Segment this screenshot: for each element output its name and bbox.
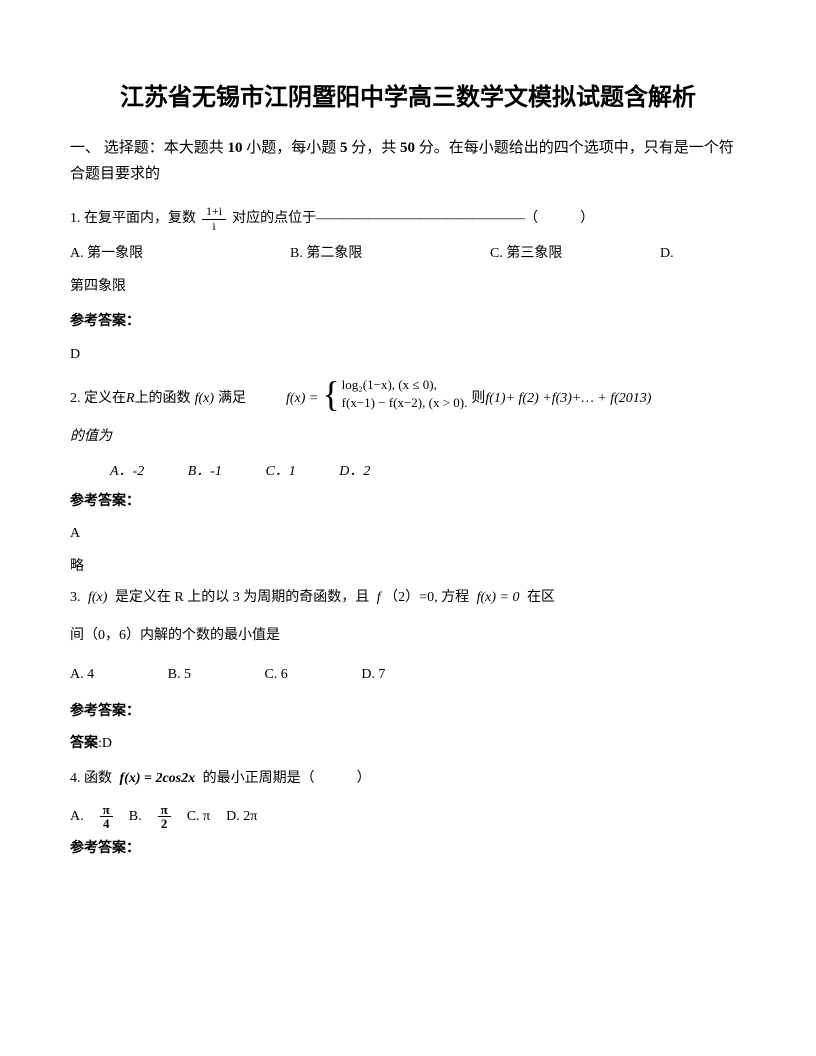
q1-opt-a: A. 第一象限 xyxy=(70,243,290,265)
q3-fx: f(x) xyxy=(88,590,107,605)
q1-opt-c: C. 第三象限 xyxy=(490,243,660,265)
q2-note: 略 xyxy=(70,556,746,578)
q2-options: A．-2 B．-1 C．1 D．2 xyxy=(110,461,746,483)
q3-options: A. 4 B. 5 C. 6 D. 7 xyxy=(70,664,746,686)
q1-frac-den: i xyxy=(208,220,219,233)
q1-mid: 对应的点位于 xyxy=(232,205,316,233)
q4-a-den: 4 xyxy=(100,817,113,830)
q-points: 5 xyxy=(340,140,348,156)
q4-suffix: 的最小正周期是（ ） xyxy=(203,771,371,786)
q2-mid2: 满足 xyxy=(218,385,246,413)
q3-answer-prefix: 答案 xyxy=(70,736,98,751)
q2-opt-c: C．1 xyxy=(265,464,295,479)
q4-a-num: π xyxy=(100,803,113,817)
q4-opt-b-pre: B. xyxy=(129,806,142,828)
q4-formula: f(x) = 2cos2x xyxy=(120,771,196,786)
q3-mid1: 是定义在 R 上的以 3 为周期的奇函数，且 xyxy=(115,590,369,605)
q3-mid2: （2）=0, 方程 xyxy=(384,590,469,605)
q1-answer-label: 参考答案： xyxy=(70,311,746,333)
q1-fraction: 1+i i xyxy=(202,205,226,232)
q2-sum: f(1)+ f(2) +f(3)+… + f(2013) xyxy=(485,385,651,413)
q2-answer-label: 参考答案： xyxy=(70,491,746,513)
q1-opt-b: B. 第二象限 xyxy=(290,243,490,265)
q1-dashes: ———————————————— xyxy=(316,205,524,233)
q2-fx: f(x) xyxy=(195,385,214,413)
q1-answer: D xyxy=(70,344,746,366)
q4-answer-label: 参考答案： xyxy=(70,838,746,860)
q2-tail2-line: 的值为 xyxy=(70,423,746,451)
q4-b-num: π xyxy=(158,803,171,817)
q1-options: A. 第一象限 B. 第二象限 C. 第三象限 D. xyxy=(70,243,746,265)
q2-piece1: log₂(1−x), (x ≤ 0), xyxy=(342,376,468,394)
q2-R: R xyxy=(126,385,135,413)
q-count: 10 xyxy=(228,140,243,156)
q3-line2: 间（0，6）内解的个数的最小值是 xyxy=(70,622,746,650)
q3-answer-label: 参考答案： xyxy=(70,701,746,723)
q4-opt-a-pre: A. xyxy=(70,806,84,828)
page-title: 江苏省无锡市江阴暨阳中学高三数学文模拟试题含解析 xyxy=(70,80,746,116)
q4-opt-c: C. π xyxy=(187,806,210,828)
q3-opt-d: D. 7 xyxy=(361,664,385,686)
q1-prefix: 1. 在复平面内，复数 xyxy=(70,205,196,233)
section-mid1: 小题，每小题 xyxy=(243,140,341,156)
q3-opt-b: B. 5 xyxy=(168,664,191,686)
question-1: 1. 在复平面内，复数 1+i i 对应的点位于 ———————————————… xyxy=(70,205,746,233)
section-prefix: 一、 选择题：本大题共 xyxy=(70,140,228,156)
q3-prefix: 3. xyxy=(70,590,84,605)
q2-opt-d: D．2 xyxy=(339,464,370,479)
q2-opt-b: B．-1 xyxy=(188,464,222,479)
section-header: 一、 选择题：本大题共 10 小题，每小题 5 分，共 50 分。在每小题给出的… xyxy=(70,136,746,187)
brace-icon: { xyxy=(322,378,339,410)
q1-opt-d: D. xyxy=(660,243,674,265)
q2-piece2: f(x−1) − f(x−2), (x > 0). xyxy=(342,394,468,412)
q3-eq: f(x) = 0 xyxy=(477,590,520,605)
q4-prefix: 4. 函数 xyxy=(70,771,112,786)
q4-opt-d: D. 2π xyxy=(226,806,257,828)
q4-options: A. π 4 B. π 2 C. π D. 2π xyxy=(70,803,746,830)
q2-piecewise-lhs: f(x) = xyxy=(286,385,318,413)
q3-opt-a: A. 4 xyxy=(70,664,94,686)
q3-opt-c: C. 6 xyxy=(264,664,287,686)
q-total: 50 xyxy=(400,140,415,156)
q2-mid1: 上的函数 xyxy=(135,385,191,413)
q2-opt-a: A．-2 xyxy=(110,464,144,479)
question-3: 3. f(x) 是定义在 R 上的以 3 为周期的奇函数，且 f （2）=0, … xyxy=(70,584,746,612)
q3-f2: f xyxy=(377,590,381,605)
q2-answer: A xyxy=(70,523,746,545)
section-mid2: 分，共 xyxy=(348,140,401,156)
q4-opt-a-frac: π 4 xyxy=(100,803,113,830)
q3-mid3: 在区 xyxy=(527,590,555,605)
q2-tail2: 的值为 xyxy=(70,429,112,444)
q3-answer: 答案:D xyxy=(70,733,746,755)
q1-frac-num: 1+i xyxy=(202,205,226,219)
q4-opt-b-frac: π 2 xyxy=(158,803,171,830)
q2-tail: 则 xyxy=(471,385,485,413)
q2-piecewise: { log₂(1−x), (x ≤ 0), f(x−1) − f(x−2), (… xyxy=(322,376,467,412)
q1-paren: （ ） xyxy=(524,205,594,233)
q1-opt-d2: 第四象限 xyxy=(70,273,746,301)
q2-prefix: 2. 定义在 xyxy=(70,385,126,413)
question-2: 2. 定义在 R 上的函数 f(x) 满足 f(x) = { log₂(1−x)… xyxy=(70,376,746,412)
q4-b-den: 2 xyxy=(158,817,171,830)
question-4: 4. 函数 f(x) = 2cos2x 的最小正周期是（ ） xyxy=(70,765,746,793)
q3-answer-val: :D xyxy=(98,736,112,751)
